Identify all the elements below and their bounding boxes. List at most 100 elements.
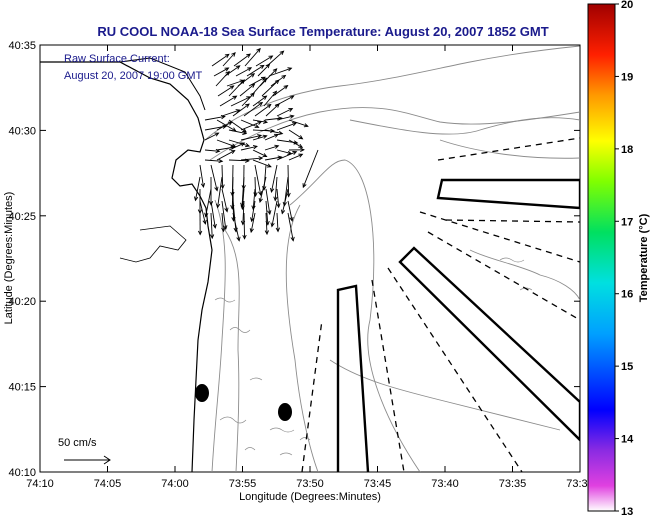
- x-tick-label: 73:50: [296, 478, 324, 490]
- current-vector-head: [289, 114, 295, 119]
- current-vector-head: [263, 119, 269, 124]
- current-vector: [252, 188, 256, 210]
- current-vector-head: [223, 225, 228, 231]
- current-vector-head: [252, 145, 258, 150]
- current-vector: [276, 151, 297, 161]
- current-vector-head: [241, 185, 246, 190]
- current-vector-head: [240, 202, 245, 208]
- current-vector-head: [300, 147, 305, 152]
- colorbar: [587, 3, 616, 512]
- current-vector: [276, 212, 279, 232]
- current-vector-head: [258, 191, 263, 197]
- x-tick-label: 73:30: [566, 478, 594, 490]
- current-vector: [219, 95, 237, 107]
- y-axis-ticks: 40:35 40:30 40:25 40:20 40:15 40:10: [8, 40, 580, 479]
- shipping-lane-lines: [301, 137, 580, 472]
- current-vector: [213, 67, 229, 77]
- current-vector: [210, 212, 213, 239]
- current-vector-head: [224, 53, 230, 59]
- current-vector: [276, 149, 292, 155]
- current-vector: [199, 164, 204, 188]
- current-vector: [216, 139, 236, 148]
- current-vector: [252, 159, 272, 168]
- current-vector-head: [220, 184, 225, 190]
- current-vector-head: [262, 186, 267, 191]
- x-tick-label: 73:55: [229, 478, 257, 490]
- current-label-line1: Raw Surface Current:: [64, 53, 170, 65]
- current-vector-head: [274, 133, 279, 138]
- sand-borrow-areas: [336, 178, 580, 472]
- current-vector-head: [264, 230, 269, 236]
- x-tick-label: 74:00: [161, 478, 189, 490]
- nearshore-contours: [214, 257, 533, 456]
- current-vector-head: [280, 209, 286, 215]
- current-vector: [271, 164, 278, 193]
- current-vector: [257, 63, 270, 77]
- scale-arrow-icon: [64, 455, 111, 465]
- current-vector: [265, 200, 269, 225]
- current-vector-head: [273, 196, 278, 202]
- colorbar-tick-label: 19: [621, 71, 633, 83]
- current-vector: [252, 135, 267, 141]
- current-vector-head: [245, 103, 250, 108]
- current-vector: [276, 122, 297, 131]
- current-vector: [240, 121, 262, 131]
- current-vector: [240, 119, 259, 128]
- current-vector-head: [200, 183, 206, 189]
- current-vector-head: [212, 223, 217, 229]
- current-vector: [241, 176, 245, 207]
- y-tick-label: 40:35: [8, 40, 36, 52]
- current-vector-head: [247, 67, 253, 72]
- current-vector: [264, 156, 282, 161]
- current-vector: [216, 121, 233, 131]
- current-vector-head: [208, 201, 214, 206]
- current-vector-head: [220, 114, 226, 120]
- current-vector-head: [249, 228, 254, 234]
- current-vector: [204, 149, 220, 152]
- current-vector: [228, 159, 249, 162]
- current-vector: [246, 64, 265, 77]
- current-vector: [215, 71, 230, 87]
- current-vector-head: [272, 68, 278, 73]
- current-vector-head: [270, 187, 275, 193]
- current-vector: [252, 149, 267, 157]
- current-vector: [221, 200, 227, 230]
- current-vector-head: [209, 234, 215, 240]
- current-vector-head: [258, 198, 263, 204]
- current-vector: [241, 92, 255, 107]
- current-vector: [271, 200, 278, 227]
- current-vector: [228, 79, 245, 97]
- current-vector: [228, 142, 245, 151]
- current-vector-head: [298, 143, 304, 148]
- current-vector: [264, 117, 282, 121]
- current-vector-head: [257, 120, 263, 125]
- current-vector-head: [221, 227, 226, 233]
- current-vector: [210, 164, 218, 191]
- colorbar-ticks: 20 19 18 17 16 15 14 13: [615, 0, 634, 518]
- current-vector-head: [275, 103, 280, 108]
- current-vector-head: [298, 153, 304, 158]
- current-vector-head: [267, 210, 272, 216]
- current-vector: [228, 139, 250, 147]
- current-vector: [276, 188, 280, 208]
- current-vector-head: [224, 67, 230, 72]
- current-vector-head: [229, 85, 235, 90]
- current-vector-head: [197, 230, 203, 236]
- y-tick-label: 40:15: [8, 382, 36, 394]
- current-vector: [265, 212, 268, 235]
- current-vector: [254, 164, 262, 196]
- current-vector: [230, 96, 251, 107]
- current-vector: [221, 109, 240, 117]
- current-vector: [265, 103, 280, 117]
- scale-bar-label: 50 cm/s: [58, 437, 97, 449]
- map-content: [40, 45, 580, 472]
- current-vector-head: [250, 217, 255, 223]
- current-vector-head: [240, 142, 246, 147]
- current-vector: [222, 52, 236, 67]
- current-vector: [240, 134, 262, 141]
- current-vector: [204, 159, 223, 162]
- current-vector-head: [292, 122, 298, 127]
- current-vector: [221, 188, 228, 212]
- x-tick-label: 74:10: [26, 478, 54, 490]
- current-vector: [243, 102, 263, 117]
